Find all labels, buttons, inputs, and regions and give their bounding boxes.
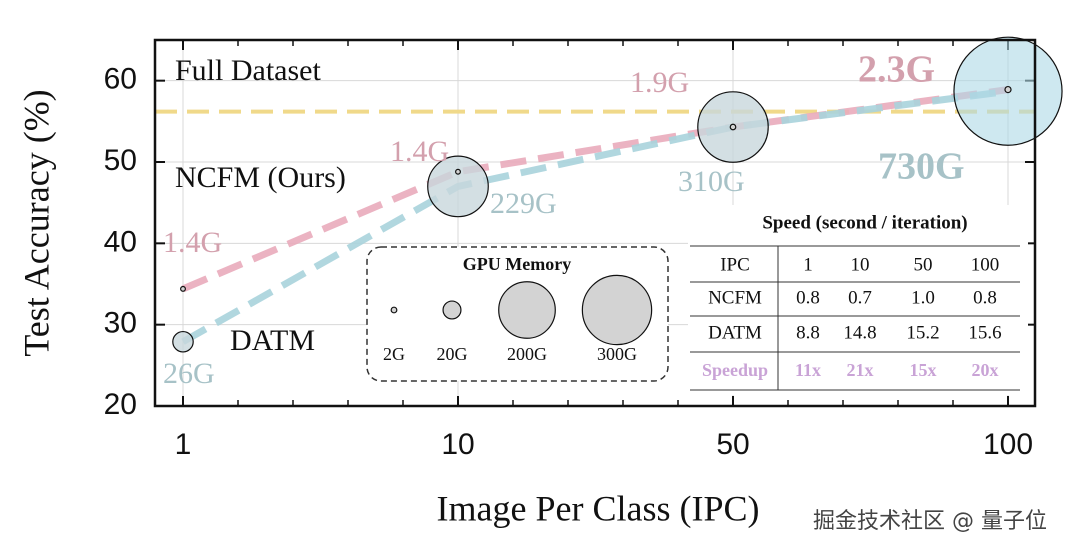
table-cell: 50	[914, 254, 933, 275]
table-cell: 1.0	[911, 287, 935, 308]
table-cell: 15.2	[906, 322, 939, 343]
legend-label: 2G	[383, 344, 405, 364]
y-tick-label: 20	[104, 388, 137, 421]
x-tick-label: 1	[175, 428, 192, 461]
memory-label: 26G	[163, 357, 215, 390]
legend-label: 20G	[437, 344, 468, 364]
table-cell: 15x	[910, 360, 937, 380]
legend-label: 300G	[597, 344, 637, 364]
legend-bubble	[442, 300, 462, 320]
table-cell: IPC	[720, 254, 750, 275]
table-cell: 15.6	[968, 322, 1001, 343]
table-cell: 1	[803, 254, 813, 275]
table-cell: Speedup	[702, 360, 768, 380]
table-cell: 8.8	[796, 322, 820, 343]
series-line	[181, 86, 1009, 293]
y-tick-label: 60	[104, 63, 137, 96]
memory-label: 1.4G	[390, 135, 449, 168]
memory-bubble	[172, 330, 194, 353]
memory-label: 229G	[490, 187, 557, 220]
memory-label: 310G	[678, 165, 745, 198]
memory-bubble	[455, 168, 461, 175]
memory-bubble	[1004, 85, 1012, 94]
legend-bubble	[390, 306, 398, 314]
series-line	[181, 87, 1009, 345]
table-cell: DATM	[708, 322, 762, 343]
legend-bubble	[581, 274, 653, 346]
table-cell: 20x	[972, 360, 999, 380]
reference-label: Full Dataset	[175, 54, 321, 87]
table-cell: 11x	[795, 360, 821, 380]
legend-bubble	[498, 281, 556, 339]
legend-title: GPU Memory	[463, 254, 571, 274]
watermark: 掘金技术社区 @ 量子位	[813, 509, 1047, 534]
memory-label: 1.9G	[630, 66, 689, 99]
table-cell: 100	[971, 254, 1000, 275]
y-axis-title: Test Accuracy (%)	[16, 89, 56, 356]
table-cell: NCFM	[708, 287, 762, 308]
table-cell: 14.8	[843, 322, 876, 343]
x-tick-label: 50	[716, 428, 749, 461]
memory-bubble	[180, 285, 186, 292]
memory-bubble	[729, 123, 737, 131]
series-label: DATM	[230, 324, 315, 357]
memory-label: 2.3G	[858, 49, 935, 91]
memory-bubble	[427, 155, 489, 218]
table-cell: 0.7	[848, 287, 872, 308]
memory-label: 1.4G	[163, 226, 222, 259]
y-tick-label: 40	[104, 225, 137, 258]
table-cell: 0.8	[973, 287, 997, 308]
table-bg	[688, 205, 1028, 395]
table-cell: 0.8	[796, 287, 820, 308]
plot-frame	[153, 38, 1037, 408]
table-cell: 10	[851, 254, 870, 275]
table-cell: 21x	[847, 360, 874, 380]
series-label: NCFM (Ours)	[175, 161, 346, 194]
x-tick-label: 10	[441, 428, 474, 461]
x-axis-title: Image Per Class (IPC)	[437, 488, 760, 528]
x-tick-label: 100	[983, 428, 1033, 461]
y-tick-label: 50	[104, 144, 137, 177]
legend-label: 200G	[507, 344, 547, 364]
table-title: Speed (second / iteration)	[762, 212, 967, 233]
memory-label: 730G	[878, 146, 965, 188]
y-tick-label: 30	[104, 307, 137, 340]
